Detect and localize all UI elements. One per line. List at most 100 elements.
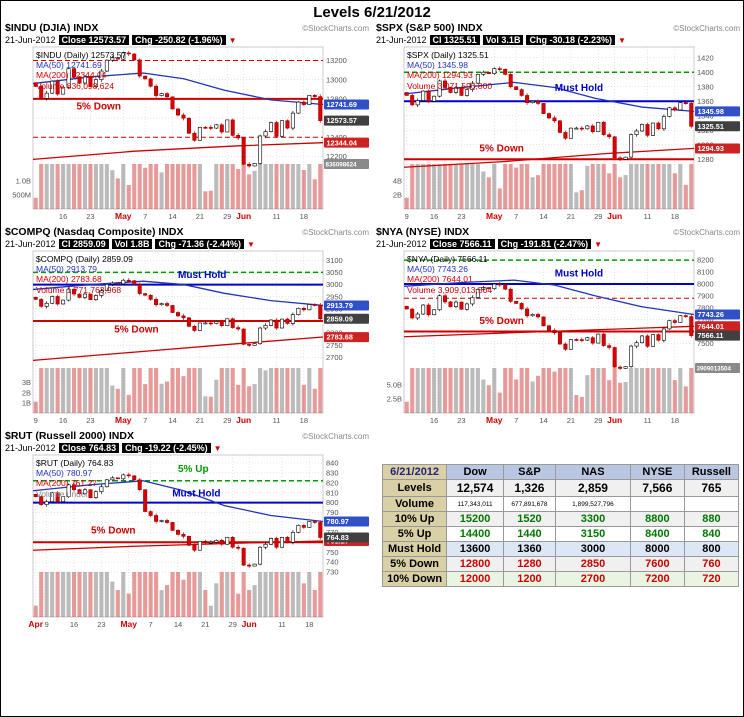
svg-text:9: 9: [34, 416, 38, 425]
svg-text:1280: 1280: [697, 155, 714, 164]
svg-text:11: 11: [644, 416, 652, 425]
chart-compq: $COMPQ (Nasdaq Composite) INDX ©StockChar…: [1, 226, 372, 430]
svg-text:740: 740: [326, 558, 339, 567]
table-row: 5% Up 14400 1440 3150 8400 840: [381, 526, 740, 542]
quote-date: 21-Jun-2012: [5, 443, 56, 453]
svg-text:4B: 4B: [393, 177, 402, 186]
svg-text:810: 810: [326, 488, 339, 497]
svg-text:2783.68: 2783.68: [327, 333, 353, 342]
row-label: Must Hold: [381, 541, 448, 557]
down-arrow-icon: ▼: [617, 35, 626, 45]
svg-text:7500: 7500: [697, 339, 714, 348]
svg-text:Apr: Apr: [28, 619, 43, 629]
svg-text:764.83: 764.83: [327, 533, 349, 542]
table-date-header: 6/21/2012: [381, 464, 448, 480]
chart-header: $NYA (NYSE) INDX ©StockCharts.com: [374, 226, 742, 238]
svg-text:1294.93: 1294.93: [698, 144, 724, 153]
table-cell: 1440: [502, 526, 556, 542]
svg-text:18: 18: [305, 620, 313, 629]
stockcharts-copyright: ©StockCharts.com: [302, 24, 369, 33]
svg-text:7: 7: [514, 212, 518, 221]
chart-quote-line: 21-Jun-2012 Cl 2859.09 Vol 1.8B Chg -71.36 …: [3, 238, 371, 250]
table-cell: 1200: [502, 571, 556, 587]
table-cell: [630, 496, 685, 512]
svg-text:11: 11: [644, 212, 652, 221]
svg-text:2B: 2B: [22, 388, 31, 397]
svg-text:18: 18: [300, 416, 308, 425]
stockcharts-copyright: ©StockCharts.com: [673, 24, 740, 33]
table-cell: 12,574: [446, 479, 504, 497]
svg-text:8100: 8100: [697, 268, 714, 277]
svg-text:13000: 13000: [326, 75, 347, 84]
table-cell: 760: [683, 556, 740, 572]
svg-text:750: 750: [326, 548, 339, 557]
table-cell: 3000: [554, 541, 632, 557]
table-cell: 117,343,011: [446, 496, 504, 512]
table-cell: 15200: [446, 511, 504, 527]
row-label: Levels: [381, 479, 448, 497]
svg-text:7644.01: 7644.01: [698, 322, 724, 331]
svg-text:May: May: [486, 415, 503, 425]
table-cell: 7,566: [630, 479, 685, 497]
chart-rut: $RUT (Russell 2000) INDX ©StockCharts.com…: [1, 430, 372, 634]
chart-nya: $NYA (NYSE) INDX ©StockCharts.com 21-Jun-2…: [372, 226, 743, 430]
svg-text:13200: 13200: [326, 56, 347, 65]
svg-text:3000: 3000: [326, 280, 343, 289]
table-cell: 3150: [554, 526, 632, 542]
chart-quote-line: 21-Jun-2012 Close 7566.11 Chg -191.81 (-2.…: [374, 238, 742, 250]
chart-title: $INDU (DJIA) INDX: [5, 22, 99, 34]
chart-indu: $INDU (DJIA) INDX ©StockCharts.com 21-Jun-…: [1, 22, 372, 226]
table-row: 5% Down 12800 1280 2850 7600 760: [381, 556, 740, 572]
svg-text:12573.57: 12573.57: [327, 116, 357, 125]
quote-value: Chg -250.82 (-1.96%): [132, 35, 226, 45]
svg-text:11: 11: [273, 212, 281, 221]
chart-spx: $SPX (S&P 500) INDX ©StockCharts.com 21-Ju…: [372, 22, 743, 226]
table-cell: 8000: [630, 541, 685, 557]
svg-text:5% Down: 5% Down: [77, 101, 121, 112]
svg-text:14: 14: [539, 416, 547, 425]
svg-text:Jun: Jun: [242, 619, 257, 629]
svg-text:7566.11: 7566.11: [698, 331, 724, 340]
table-cell: 1520: [502, 511, 556, 527]
svg-text:May: May: [115, 415, 132, 425]
svg-text:23: 23: [457, 416, 465, 425]
quote-value: Chg -19.22 (-2.45%): [122, 443, 211, 453]
svg-text:12741.69: 12741.69: [327, 100, 357, 109]
svg-text:7700: 7700: [697, 315, 714, 324]
table-cell: 7600: [630, 556, 685, 572]
table-cell: 1360: [502, 541, 556, 557]
quote-value: Vol 1.8B: [111, 239, 153, 249]
svg-text:23: 23: [86, 212, 94, 221]
svg-text:7800: 7800: [697, 303, 714, 312]
down-arrow-icon: ▼: [213, 443, 222, 453]
quote-value: Close 7566.11: [429, 239, 495, 249]
price-chart-svg: 3100305030002950290028502800275027002913…: [22, 250, 369, 425]
stockcharts-copyright: ©StockCharts.com: [302, 432, 369, 441]
svg-text:16: 16: [70, 620, 78, 629]
table-cell: 2,859: [554, 479, 632, 497]
svg-text:8000: 8000: [697, 280, 714, 289]
svg-text:18: 18: [300, 212, 308, 221]
svg-text:16: 16: [430, 212, 438, 221]
svg-text:14: 14: [174, 620, 182, 629]
svg-text:Jun: Jun: [607, 415, 622, 425]
svg-text:Jun: Jun: [236, 415, 251, 425]
svg-text:7743.26: 7743.26: [698, 310, 724, 319]
svg-text:11: 11: [278, 620, 286, 629]
chart-plot: $COMPQ (Daily) 2859.09 MA(50) 2913.79 MA(2…: [3, 250, 371, 426]
table-cell: 13600: [446, 541, 504, 557]
svg-text:12800: 12800: [326, 95, 347, 104]
table-cell: 14400: [446, 526, 504, 542]
table-column-header: S&P: [502, 464, 556, 480]
chart-quote-line: 21-Jun-2012 Close 764.83 Chg -19.22 (-2.45…: [3, 442, 371, 454]
chart-title: $NYA (NYSE) INDX: [376, 226, 470, 238]
svg-text:5.0B: 5.0B: [387, 381, 402, 390]
table-cell: 800: [683, 541, 740, 557]
svg-text:16: 16: [59, 212, 67, 221]
row-label: 10% Down: [381, 571, 448, 587]
svg-text:21: 21: [196, 212, 204, 221]
quote-date: 21-Jun-2012: [5, 239, 56, 249]
table-row: 10% Up 15200 1520 3300 8800 880: [381, 511, 740, 527]
svg-text:21: 21: [567, 416, 575, 425]
